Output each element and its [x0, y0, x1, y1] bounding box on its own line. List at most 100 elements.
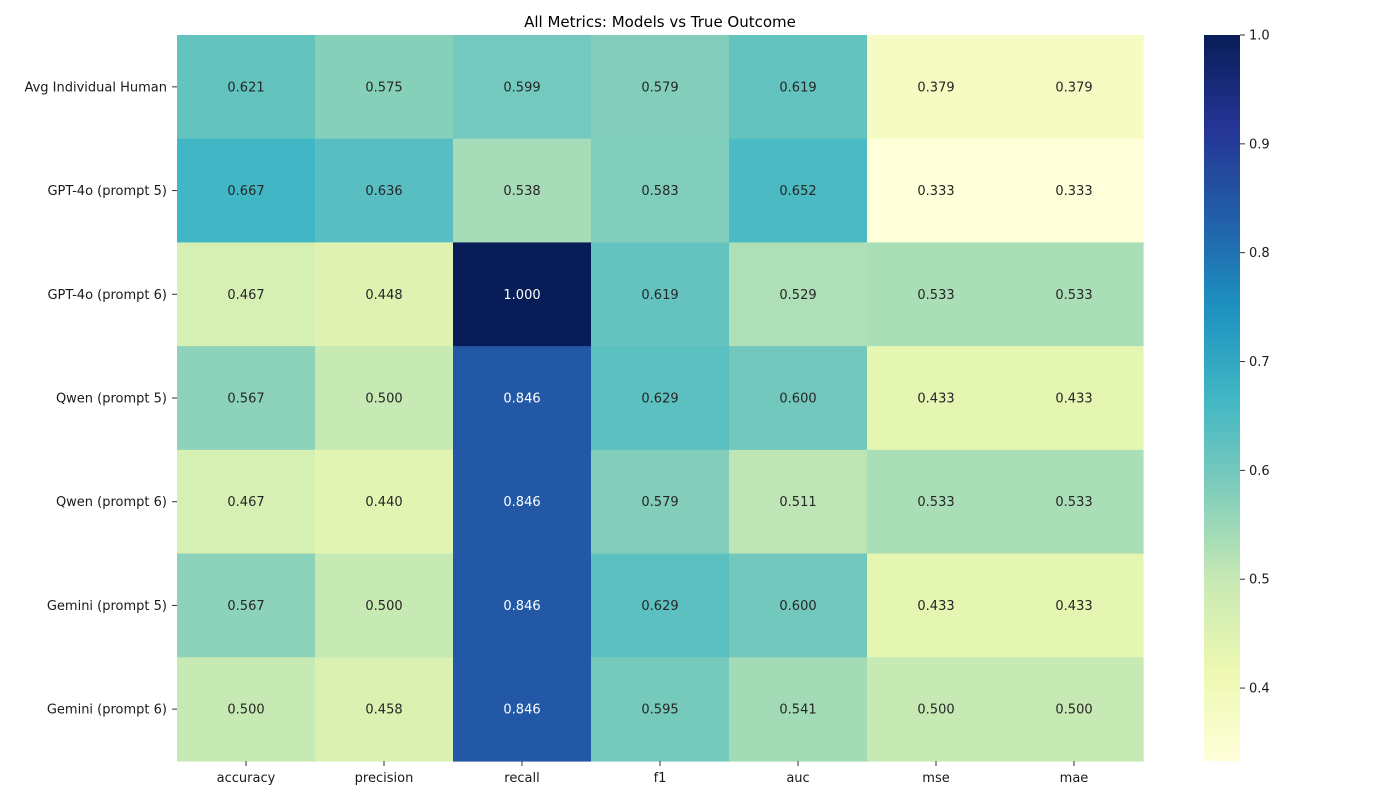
cell-value-label-0-5: 0.379 — [917, 80, 954, 95]
heatmap-cell-6-6 — [1005, 657, 1144, 762]
heatmap-cell-4-4 — [729, 449, 868, 555]
heatmap-cells: 0.621 0.575 0.599 0.579 0.619 0.379 0.379 0.667… — [177, 35, 1144, 762]
cell-value-label-4-5: 0.533 — [917, 495, 954, 510]
heatmap-cell-3-6 — [1005, 346, 1144, 451]
cell-value-label-2-2: 1.000 — [503, 288, 540, 303]
heatmap-cell-4-5 — [867, 449, 1006, 555]
heatmap-cell-2-2 — [453, 242, 592, 347]
cell-value-label-6-0: 0.500 — [227, 703, 264, 718]
cell-value-label-0-2: 0.599 — [503, 80, 540, 95]
heatmap-cell-3-2 — [453, 346, 592, 451]
row-tick-labels: Avg Individual Human GPT-4o (prompt 5) GPT… — [24, 80, 177, 718]
cell-value-label-2-4: 0.529 — [779, 288, 816, 303]
col-tick-label-4: auc — [786, 771, 809, 786]
heatmap-cell-4-1 — [315, 449, 454, 555]
cell-value-label-4-6: 0.533 — [1055, 495, 1092, 510]
cell-value-label-5-4: 0.600 — [779, 599, 816, 614]
cell-value-label-1-3: 0.583 — [641, 184, 678, 199]
heatmap-cell-2-5 — [867, 242, 1006, 347]
colorbar-tick-label-1: 0.5 — [1249, 573, 1270, 588]
cell-value-label-4-3: 0.579 — [641, 495, 678, 510]
cell-value-label-5-6: 0.433 — [1055, 599, 1092, 614]
col-tick-label-0: accuracy — [217, 771, 276, 786]
colorbar: 0.4 0.5 0.6 0.7 0.8 0.9 1.0 — [1204, 29, 1270, 761]
cell-value-label-3-6: 0.433 — [1055, 392, 1092, 407]
heatmap-cell-1-3 — [591, 138, 730, 244]
cell-value-label-1-0: 0.667 — [227, 184, 264, 199]
cell-value-label-0-4: 0.619 — [779, 80, 816, 95]
cell-value-label-3-3: 0.629 — [641, 392, 678, 407]
heatmap-cell-5-4 — [729, 553, 868, 658]
heatmap-cell-0-1 — [315, 35, 454, 140]
heatmap-cell-2-4 — [729, 242, 868, 347]
cell-value-label-4-2: 0.846 — [503, 495, 540, 510]
heatmap-cell-6-2 — [453, 657, 592, 762]
cell-value-label-3-2: 0.846 — [503, 392, 540, 407]
heatmap-cell-1-6 — [1005, 138, 1144, 244]
cell-value-label-0-6: 0.379 — [1055, 80, 1092, 95]
row-tick-label-1: GPT-4o (prompt 5) — [47, 184, 167, 199]
heatmap-cell-1-5 — [867, 138, 1006, 244]
col-tick-label-5: mse — [922, 771, 949, 786]
heatmap-cell-1-0 — [177, 138, 316, 244]
cell-value-label-1-6: 0.333 — [1055, 184, 1092, 199]
colorbar-tick-label-0: 0.4 — [1249, 682, 1270, 697]
cell-value-label-5-5: 0.433 — [917, 599, 954, 614]
heatmap-cell-6-4 — [729, 657, 868, 762]
heatmap-cell-0-6 — [1005, 35, 1144, 140]
heatmap-cell-5-5 — [867, 553, 1006, 658]
heatmap-cell-3-1 — [315, 346, 454, 451]
row-tick-label-3: Qwen (prompt 5) — [56, 392, 167, 407]
heatmap-cell-1-4 — [729, 138, 868, 244]
cell-value-label-5-2: 0.846 — [503, 599, 540, 614]
cell-value-label-3-5: 0.433 — [917, 392, 954, 407]
row-tick-label-5: Gemini (prompt 5) — [47, 599, 167, 614]
heatmap-cell-3-5 — [867, 346, 1006, 451]
cell-value-label-2-3: 0.619 — [641, 288, 678, 303]
heatmap-cell-5-2 — [453, 553, 592, 658]
cell-value-label-1-4: 0.652 — [779, 184, 816, 199]
colorbar-gradient — [1204, 35, 1240, 761]
col-tick-label-6: mae — [1060, 771, 1089, 786]
heatmap-cell-6-5 — [867, 657, 1006, 762]
heatmap-cell-4-2 — [453, 449, 592, 555]
heatmap-cell-5-1 — [315, 553, 454, 658]
heatmap-cell-6-0 — [177, 657, 316, 762]
heatmap-cell-2-1 — [315, 242, 454, 347]
cell-value-label-3-0: 0.567 — [227, 392, 264, 407]
row-tick-label-6: Gemini (prompt 6) — [47, 703, 167, 718]
col-tick-label-1: precision — [355, 771, 414, 786]
heatmap-cell-0-3 — [591, 35, 730, 140]
heatmap-cell-4-0 — [177, 449, 316, 555]
heatmap-cell-3-3 — [591, 346, 730, 451]
heatmap-cell-5-0 — [177, 553, 316, 658]
heatmap-cell-4-6 — [1005, 449, 1144, 555]
heatmap-cell-5-6 — [1005, 553, 1144, 658]
colorbar-tick-label-4: 0.8 — [1249, 246, 1270, 261]
col-tick-label-2: recall — [504, 771, 539, 786]
cell-value-label-6-3: 0.595 — [641, 703, 678, 718]
cell-value-label-6-5: 0.500 — [917, 703, 954, 718]
cell-value-label-5-3: 0.629 — [641, 599, 678, 614]
cell-value-label-0-1: 0.575 — [365, 80, 402, 95]
cell-value-label-1-2: 0.538 — [503, 184, 540, 199]
cell-value-label-6-2: 0.846 — [503, 703, 540, 718]
column-tick-labels: accuracy precision recall f1 auc mse mae — [217, 761, 1089, 786]
colorbar-tick-label-3: 0.7 — [1249, 355, 1270, 370]
cell-value-label-4-0: 0.467 — [227, 495, 264, 510]
cell-value-label-2-5: 0.533 — [917, 288, 954, 303]
col-tick-label-3: f1 — [654, 771, 667, 786]
heatmap-cell-2-3 — [591, 242, 730, 347]
heatmap-cell-4-3 — [591, 449, 730, 555]
heatmap-cell-1-1 — [315, 138, 454, 244]
cell-value-label-6-4: 0.541 — [779, 703, 816, 718]
cell-value-label-3-4: 0.600 — [779, 392, 816, 407]
heatmap-cell-0-2 — [453, 35, 592, 140]
cell-value-label-6-6: 0.500 — [1055, 703, 1092, 718]
heatmap-cell-3-0 — [177, 346, 316, 451]
colorbar-tick-label-5: 0.9 — [1249, 137, 1270, 152]
heatmap-cell-1-2 — [453, 138, 592, 244]
heatmap-cell-0-4 — [729, 35, 868, 140]
cell-value-label-2-0: 0.467 — [227, 288, 264, 303]
